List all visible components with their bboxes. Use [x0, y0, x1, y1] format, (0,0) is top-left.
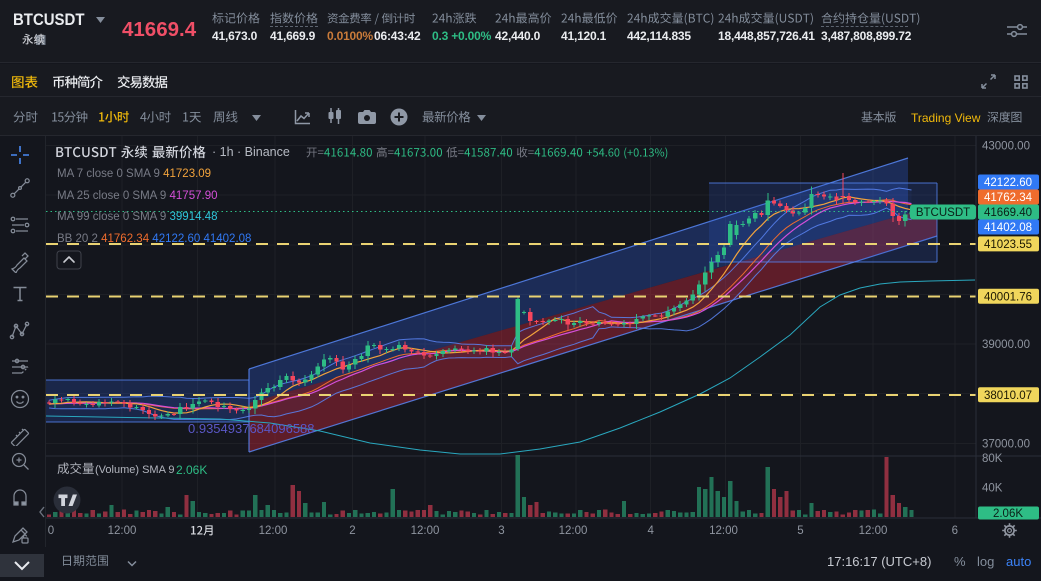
- svg-text:41762.34: 41762.34: [984, 192, 1033, 204]
- svg-text:42122.60: 42122.60: [984, 177, 1032, 189]
- svg-text:12:00: 12:00: [559, 525, 588, 537]
- svg-text:5: 5: [797, 525, 803, 537]
- svg-text:0.9354937684096588: 0.9354937684096588: [188, 421, 315, 436]
- svg-text:0: 0: [48, 525, 54, 537]
- svg-text:40001.76: 40001.76: [984, 291, 1032, 303]
- svg-text:3: 3: [498, 525, 504, 537]
- svg-text:BB 20 2 41762.34 42122.60 4: BB 20 2 41762.34 42122.60 41402.08: [57, 233, 251, 245]
- svg-text:40K: 40K: [982, 483, 1003, 495]
- svg-text:6: 6: [952, 525, 958, 537]
- svg-text:2: 2: [349, 525, 355, 537]
- svg-text:4: 4: [647, 525, 654, 537]
- svg-text:12:00: 12:00: [709, 525, 738, 537]
- svg-text:41402.08: 41402.08: [984, 222, 1032, 234]
- svg-text:41669.40: 41669.40: [984, 207, 1032, 219]
- svg-text:MA 25 close 0 SMA 9 41757.90: MA 25 close 0 SMA 9 41757.90: [57, 190, 217, 202]
- svg-text:38010.07: 38010.07: [984, 390, 1032, 402]
- svg-text:12:00: 12:00: [411, 525, 440, 537]
- svg-text:12:00: 12:00: [859, 525, 888, 537]
- svg-text:12:00: 12:00: [259, 525, 288, 537]
- svg-text:BTCUSDT: BTCUSDT: [916, 207, 970, 219]
- svg-text:80K: 80K: [982, 453, 1003, 465]
- svg-text:37000.00: 37000.00: [982, 438, 1030, 450]
- svg-text:41023.55: 41023.55: [984, 239, 1032, 251]
- svg-text:39000.00: 39000.00: [982, 339, 1030, 351]
- svg-text:MA 7 close 0 SMA 9 41723.09: MA 7 close 0 SMA 9 41723.09: [57, 168, 211, 180]
- svg-text:2.06K: 2.06K: [993, 508, 1023, 520]
- svg-text:MA 99 close 0 SMA 9 39914.48: MA 99 close 0 SMA 9 39914.48: [57, 211, 217, 223]
- svg-text:43000.00: 43000.00: [982, 141, 1030, 153]
- svg-text:12:00: 12:00: [108, 525, 137, 537]
